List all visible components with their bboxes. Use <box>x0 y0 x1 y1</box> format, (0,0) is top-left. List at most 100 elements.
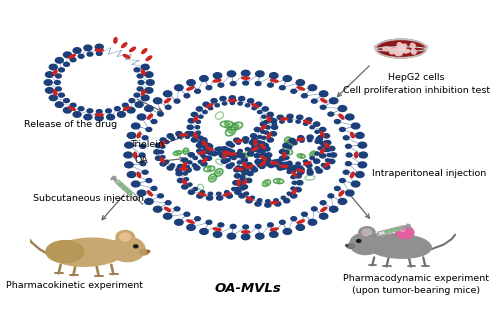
Ellipse shape <box>346 244 354 248</box>
Circle shape <box>244 167 248 170</box>
Circle shape <box>178 135 182 138</box>
Ellipse shape <box>228 99 236 101</box>
Circle shape <box>184 212 190 216</box>
Circle shape <box>220 153 226 157</box>
Circle shape <box>185 135 190 138</box>
Circle shape <box>242 185 248 189</box>
Ellipse shape <box>321 99 327 103</box>
Circle shape <box>246 148 250 151</box>
Circle shape <box>330 206 338 212</box>
Circle shape <box>166 201 171 205</box>
Circle shape <box>289 167 296 171</box>
Ellipse shape <box>176 152 180 154</box>
Ellipse shape <box>312 153 314 155</box>
Circle shape <box>340 127 345 131</box>
Circle shape <box>256 233 264 239</box>
Circle shape <box>118 112 126 117</box>
Circle shape <box>324 134 330 138</box>
Circle shape <box>300 139 304 142</box>
Text: Pharmacokinetic experiment: Pharmacokinetic experiment <box>6 281 143 290</box>
Circle shape <box>140 153 145 157</box>
Circle shape <box>260 159 266 163</box>
Circle shape <box>216 147 223 151</box>
Circle shape <box>176 168 182 172</box>
Circle shape <box>315 140 320 143</box>
Circle shape <box>320 127 326 132</box>
Ellipse shape <box>350 132 354 138</box>
Circle shape <box>268 163 274 167</box>
Ellipse shape <box>261 156 266 160</box>
Ellipse shape <box>252 104 258 107</box>
Circle shape <box>270 131 276 136</box>
Circle shape <box>328 112 334 116</box>
Ellipse shape <box>282 152 286 158</box>
Ellipse shape <box>180 168 188 170</box>
Circle shape <box>221 147 228 151</box>
Polygon shape <box>384 227 402 233</box>
Circle shape <box>258 164 262 167</box>
Circle shape <box>142 170 148 174</box>
Circle shape <box>318 147 322 150</box>
Circle shape <box>146 179 152 183</box>
Circle shape <box>234 190 241 194</box>
Ellipse shape <box>213 228 221 231</box>
Circle shape <box>182 185 188 189</box>
Circle shape <box>193 188 198 191</box>
Ellipse shape <box>246 197 253 201</box>
Circle shape <box>220 96 226 101</box>
Circle shape <box>137 87 143 91</box>
Circle shape <box>178 166 182 169</box>
Ellipse shape <box>137 172 140 178</box>
Circle shape <box>340 179 345 183</box>
Ellipse shape <box>68 55 75 58</box>
Circle shape <box>236 166 240 169</box>
Circle shape <box>256 141 261 144</box>
Circle shape <box>233 181 239 185</box>
Ellipse shape <box>236 140 243 142</box>
Circle shape <box>346 245 348 246</box>
Circle shape <box>249 140 256 145</box>
Circle shape <box>247 171 253 176</box>
Circle shape <box>198 160 202 163</box>
Circle shape <box>302 212 308 216</box>
Circle shape <box>296 181 303 185</box>
Ellipse shape <box>292 171 296 176</box>
Circle shape <box>280 86 285 90</box>
Circle shape <box>203 141 207 144</box>
Ellipse shape <box>286 149 290 153</box>
Circle shape <box>259 141 265 146</box>
Circle shape <box>203 102 209 106</box>
Ellipse shape <box>270 202 278 204</box>
Ellipse shape <box>254 140 257 145</box>
Circle shape <box>132 181 140 187</box>
Circle shape <box>252 145 256 148</box>
Circle shape <box>270 118 276 123</box>
Circle shape <box>244 140 248 143</box>
Ellipse shape <box>182 179 186 185</box>
Circle shape <box>196 149 203 153</box>
Circle shape <box>291 175 296 179</box>
Circle shape <box>70 103 76 107</box>
Circle shape <box>306 118 312 122</box>
Polygon shape <box>115 180 138 200</box>
Circle shape <box>208 107 212 110</box>
Circle shape <box>315 152 320 155</box>
Ellipse shape <box>160 141 165 146</box>
Circle shape <box>324 147 330 152</box>
Circle shape <box>246 164 252 169</box>
Circle shape <box>127 108 135 113</box>
Ellipse shape <box>208 167 211 171</box>
Circle shape <box>296 162 300 165</box>
Circle shape <box>284 163 290 167</box>
Circle shape <box>154 206 162 212</box>
Circle shape <box>95 115 103 121</box>
Ellipse shape <box>366 234 432 258</box>
Circle shape <box>229 96 235 100</box>
Ellipse shape <box>260 161 266 166</box>
Circle shape <box>292 181 296 184</box>
Ellipse shape <box>210 176 214 180</box>
Circle shape <box>324 165 330 169</box>
Circle shape <box>251 166 255 169</box>
Circle shape <box>64 62 70 66</box>
Circle shape <box>146 80 154 85</box>
